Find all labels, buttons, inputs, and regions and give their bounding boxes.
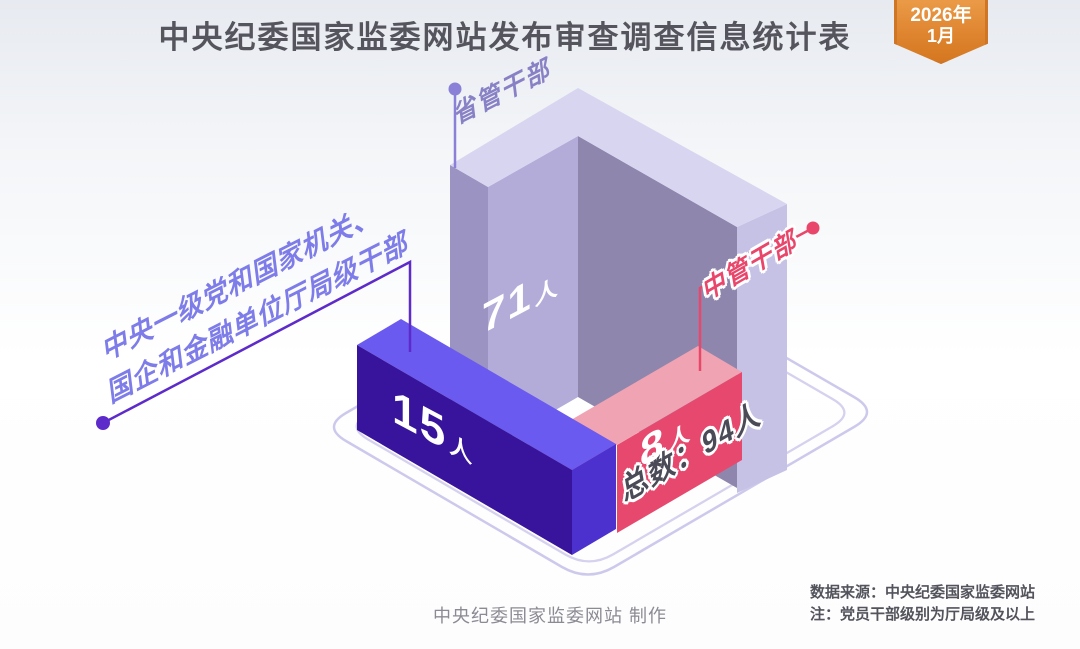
producer-credit: 中央纪委国家监委网站 制作	[433, 606, 667, 626]
blue-face-endcap-south	[572, 444, 616, 555]
data-source-note: 数据来源：中央纪委国家监委网站	[810, 584, 1036, 601]
leader-dot-zhongguan	[806, 221, 820, 235]
pink-face-front	[617, 372, 742, 533]
leader-line-zhongguan	[698, 226, 814, 371]
page-title: 中央纪委国家监委网站发布审查调查信息统计表	[158, 20, 852, 55]
badge-month: 1月	[926, 26, 955, 46]
callout-leaders	[96, 82, 820, 430]
lavender-face-front	[488, 136, 578, 449]
blue-face-front	[357, 345, 572, 555]
badge-year: 2026年	[910, 5, 972, 26]
scope-note: 注：党员干部级别为厅局级及以上	[810, 606, 1036, 623]
blue-face-top	[357, 319, 616, 470]
leader-line-zhongyang	[102, 259, 412, 425]
bar-zhongyang-15	[357, 319, 616, 555]
leader-dot-zhongyang	[96, 416, 110, 430]
value-zhongyang-unit: 人	[449, 430, 473, 469]
footnotes: 数据来源：中央纪委国家监委网站 注：党员干部级别为厅局级及以上	[810, 582, 1072, 626]
lavender-face-top	[450, 88, 787, 227]
value-sheng-unit: 人	[534, 272, 558, 311]
leader-dot-sheng	[448, 82, 462, 96]
lavender-face-endcap-east	[737, 204, 787, 493]
